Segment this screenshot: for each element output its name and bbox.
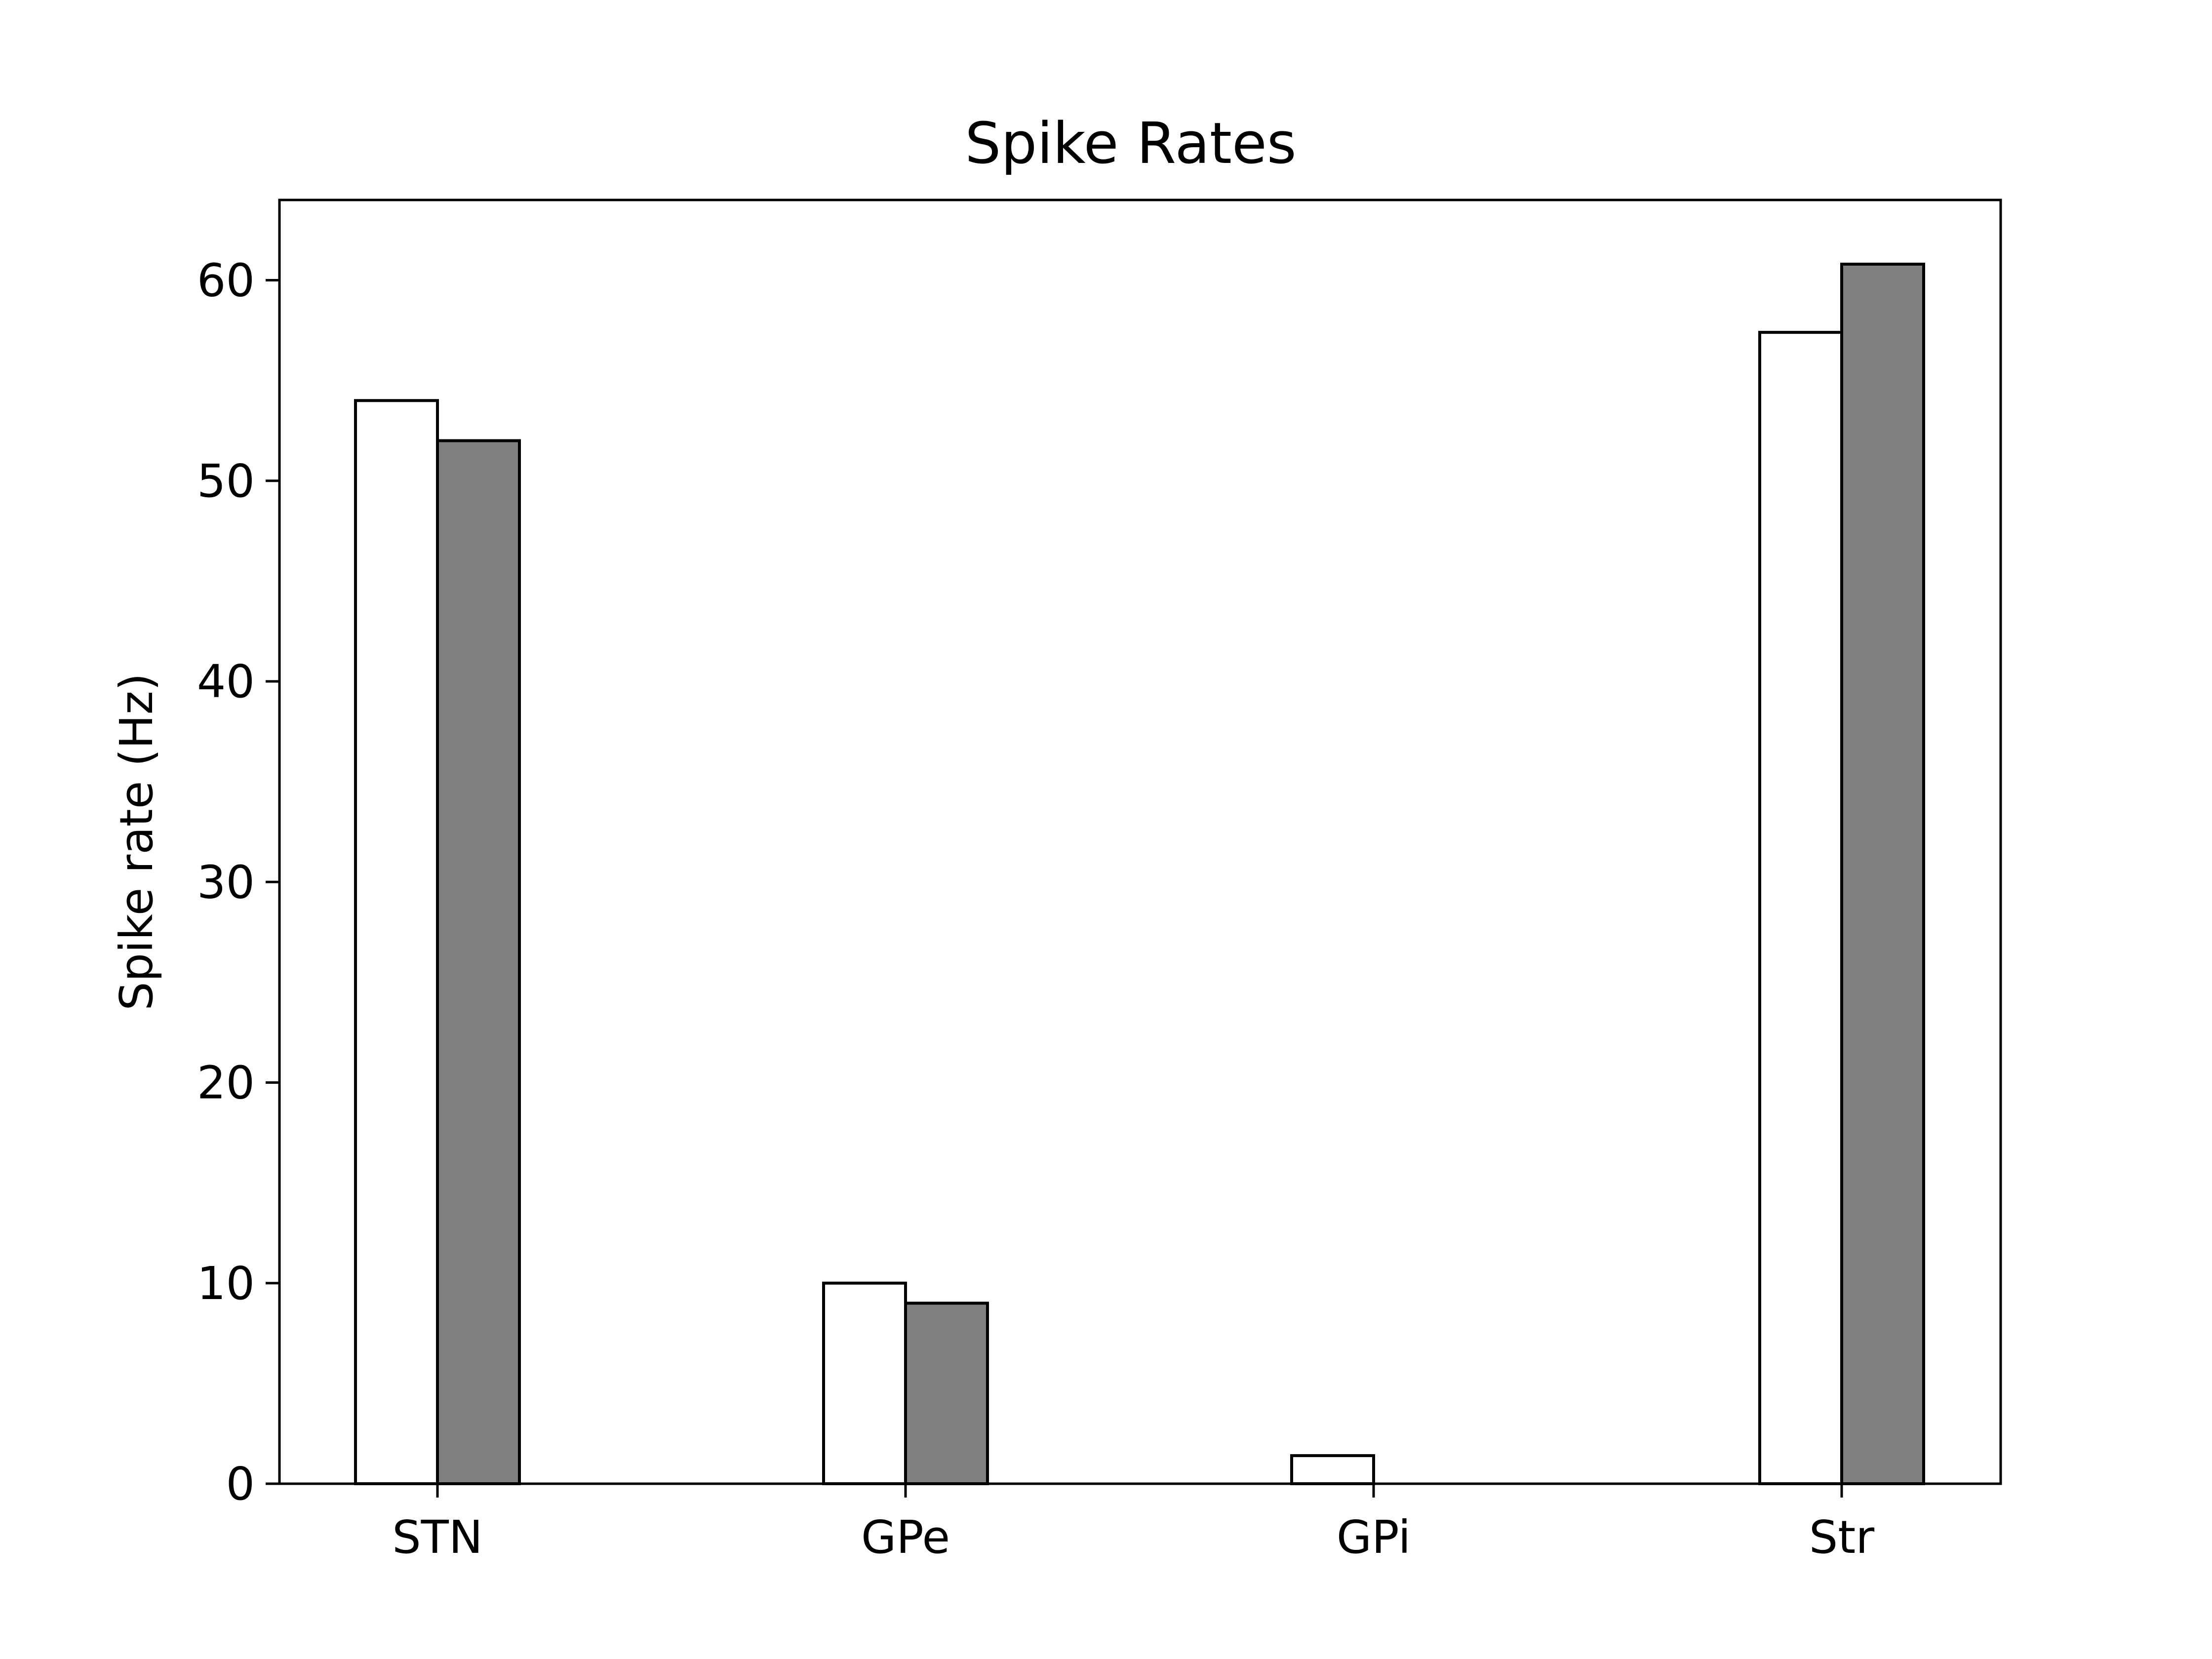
bar-str-series-1 xyxy=(1758,331,1843,1485)
y-tick-label: 10 xyxy=(197,1257,255,1310)
x-axis-ticks: STN GPe GPi Str xyxy=(392,1484,1874,1564)
x-tick-label-gpe: GPe xyxy=(861,1511,950,1564)
y-tick-label: 40 xyxy=(197,655,255,708)
x-tick-label-gpi: GPi xyxy=(1337,1511,1411,1564)
y-axis-ticks: 0 10 20 30 40 50 60 xyxy=(197,254,279,1510)
y-tick-label: 20 xyxy=(197,1057,255,1109)
x-tick-label-str: Str xyxy=(1809,1511,1874,1564)
y-axis-label: Spike rate (Hz) xyxy=(110,673,163,1011)
bar-str-series-2 xyxy=(1840,263,1925,1485)
y-tick-label: 60 xyxy=(197,254,255,307)
plot-background xyxy=(279,200,2001,1484)
bar-gpe-series-2 xyxy=(904,1302,989,1485)
chart-title: Spike Rates xyxy=(965,111,1296,177)
y-tick-label: 0 xyxy=(226,1458,255,1510)
plot-frame xyxy=(278,198,2002,1485)
bar-group xyxy=(354,263,1925,1485)
y-tick-label: 30 xyxy=(197,856,255,908)
bar-stn-series-1 xyxy=(354,399,439,1485)
bar-gpi-series-1 xyxy=(1290,1454,1375,1485)
x-tick-label-stn: STN xyxy=(392,1511,482,1564)
bar-gpe-series-1 xyxy=(822,1281,907,1485)
y-tick-label: 50 xyxy=(197,455,255,508)
bar-stn-series-2 xyxy=(436,439,521,1485)
